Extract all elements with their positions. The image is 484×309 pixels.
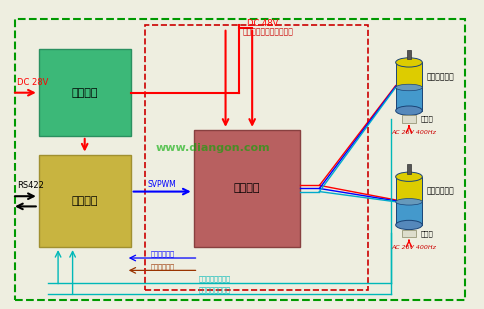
Bar [407, 164, 411, 174]
Ellipse shape [395, 84, 422, 91]
Ellipse shape [395, 199, 422, 205]
Bar [194, 130, 300, 247]
Text: 控制模块: 控制模块 [72, 196, 98, 206]
Bar [402, 230, 416, 237]
Text: 驱动模块: 驱动模块 [234, 184, 260, 193]
Text: 直流无刷电机驱动控制器: 直流无刷电机驱动控制器 [242, 28, 293, 37]
Text: www.diangon.com: www.diangon.com [156, 143, 270, 153]
Text: 传感器: 传感器 [421, 116, 434, 122]
Text: 直流无刷电机: 直流无刷电机 [426, 72, 454, 81]
Text: AC 26V 400Hz: AC 26V 400Hz [391, 245, 436, 250]
Bar [39, 49, 131, 136]
Text: 故障信息反馈: 故障信息反馈 [150, 263, 174, 269]
Text: 电源模块: 电源模块 [72, 88, 98, 98]
Text: 电流采样反馈: 电流采样反馈 [150, 251, 174, 257]
Text: 仰仰位置和角速度: 仰仰位置和角速度 [199, 287, 231, 293]
Bar [396, 200, 422, 225]
Bar [396, 62, 422, 87]
Ellipse shape [395, 172, 422, 181]
Bar [396, 86, 422, 111]
Bar [407, 50, 411, 59]
Text: RS422: RS422 [17, 181, 44, 190]
Text: 直流无刷电机: 直流无刷电机 [426, 187, 454, 196]
Text: SVPWM: SVPWM [148, 180, 177, 189]
Bar [396, 177, 422, 202]
Ellipse shape [395, 58, 422, 67]
Text: DC 48V: DC 48V [247, 19, 279, 28]
Bar [402, 115, 416, 123]
Text: 方位位置和角速度: 方位位置和角速度 [199, 276, 231, 282]
Text: 传感器: 传感器 [421, 230, 434, 237]
Text: AC 26V 400Hz: AC 26V 400Hz [391, 130, 436, 135]
Bar [145, 25, 368, 290]
Bar [39, 154, 131, 247]
Text: DC 28V: DC 28V [17, 78, 48, 87]
Ellipse shape [395, 106, 422, 115]
Ellipse shape [395, 220, 422, 230]
